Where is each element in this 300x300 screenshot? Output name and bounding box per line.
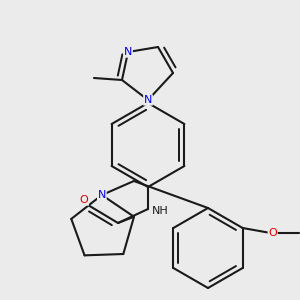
Text: O: O [268, 228, 277, 238]
Text: N: N [124, 47, 132, 57]
Text: N: N [98, 190, 106, 200]
Text: O: O [80, 195, 88, 205]
Text: NH: NH [152, 206, 168, 216]
Text: N: N [144, 95, 152, 105]
